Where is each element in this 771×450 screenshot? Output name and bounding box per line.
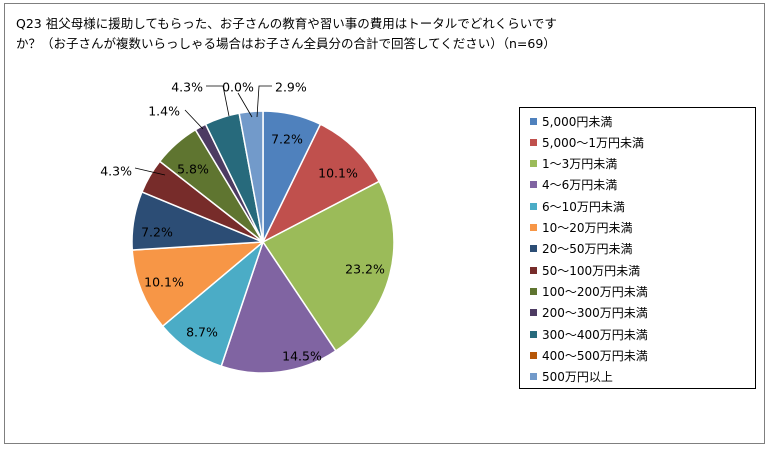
- legend-label: 200～300万円未満: [542, 306, 648, 321]
- legend-item: 500万円以上: [530, 369, 613, 385]
- legend-label: 50～100万円未満: [542, 263, 641, 278]
- leader-line-8: [134, 167, 166, 176]
- legend-swatch: [530, 224, 537, 231]
- chart-title-line-1: Q23 祖父母様に援助してもらった、お子さんの教育や習い事の費用はトータルでどれ…: [16, 16, 557, 31]
- pie-slice-6: [131, 241, 266, 328]
- data-label-5: 8.7%: [186, 325, 218, 340]
- data-label-13: 2.9%: [275, 80, 307, 95]
- legend-item: 300～400万円未満: [530, 326, 648, 342]
- pie-slice-2: [261, 123, 381, 244]
- legend-swatch: [530, 373, 537, 381]
- legend-swatch: [530, 181, 537, 189]
- legend-label: 400～500万円未満: [542, 348, 648, 363]
- data-label-1: 7.2%: [271, 132, 303, 147]
- data-label-6: 10.1%: [144, 275, 184, 290]
- legend-label: 5,000円未満: [542, 114, 613, 129]
- chart-title-line-2: か？（お子さんが複数いらっしゃる場合はお子さん全員分の合計で回答してください）（…: [16, 36, 556, 51]
- leader-line-13: [256, 85, 272, 118]
- legend-swatch: [530, 245, 537, 253]
- legend-swatch: [530, 117, 537, 125]
- legend-label: 300～400万円未満: [542, 327, 648, 342]
- data-label-7: 7.2%: [141, 225, 173, 240]
- legend-swatch: [530, 287, 537, 295]
- legend-item: 100～200万円未満: [530, 283, 648, 299]
- legend-item: 4～6万円未満: [530, 177, 617, 193]
- legend-swatch: [530, 160, 537, 168]
- legend-label: 100～200万円未満: [542, 284, 648, 299]
- data-label-12: 0.0%: [222, 80, 254, 95]
- legend-item: 5,000～1万円未満: [530, 134, 644, 150]
- legend: 5,000円未満 5,000～1万円未満 1～3万円未満 4～6万円未満 6～10万円未…: [519, 107, 756, 389]
- data-label-11: 4.3%: [171, 80, 203, 95]
- data-label-9: 5.8%: [177, 162, 209, 177]
- legend-item: 10～20万円未満: [530, 220, 633, 236]
- legend-swatch: [530, 266, 537, 274]
- legend-swatch: [530, 138, 537, 146]
- legend-label: 20～50万円未満: [542, 242, 633, 257]
- leader-line-10: [184, 109, 204, 130]
- legend-label: 6～10万円未満: [542, 199, 625, 214]
- legend-label: 5,000～1万円未満: [542, 135, 644, 150]
- legend-label: 4～6万円未満: [542, 178, 618, 193]
- legend-item: 200～300万円未満: [530, 305, 648, 321]
- legend-swatch: [530, 202, 537, 210]
- data-label-4: 14.5%: [282, 349, 322, 364]
- legend-item: 20～50万円未満: [530, 241, 633, 257]
- data-label-10: 1.4%: [148, 104, 180, 119]
- data-label-8: 4.3%: [100, 164, 132, 179]
- leader-line-12: [237, 92, 253, 118]
- pie-slice-13: [238, 110, 264, 243]
- legend-item: 6～10万円未満: [530, 198, 625, 214]
- legend-item: 1～3万円未満: [530, 156, 617, 172]
- legend-swatch: [530, 330, 537, 338]
- pie-slice-4: [220, 240, 337, 374]
- data-label-3: 23.2%: [345, 262, 385, 277]
- data-label-2: 10.1%: [318, 166, 358, 181]
- legend-swatch: [530, 309, 537, 317]
- legend-item: 50～100万円未満: [530, 262, 640, 278]
- legend-label: 500万円以上: [542, 370, 613, 385]
- legend-label: 10～20万円未満: [542, 221, 633, 235]
- legend-item: 5,000円未満: [530, 113, 612, 129]
- legend-swatch: [530, 351, 537, 359]
- pie-slice-3: [261, 180, 395, 352]
- legend-label: 1～3万円未満: [542, 157, 618, 172]
- leader-line-11: [206, 85, 230, 117]
- chart-title: Q23 祖父母様に援助してもらった、お子さんの教育や習い事の費用はトータルでどれ…: [16, 14, 626, 54]
- legend-item: 400～500万円未満: [530, 347, 648, 363]
